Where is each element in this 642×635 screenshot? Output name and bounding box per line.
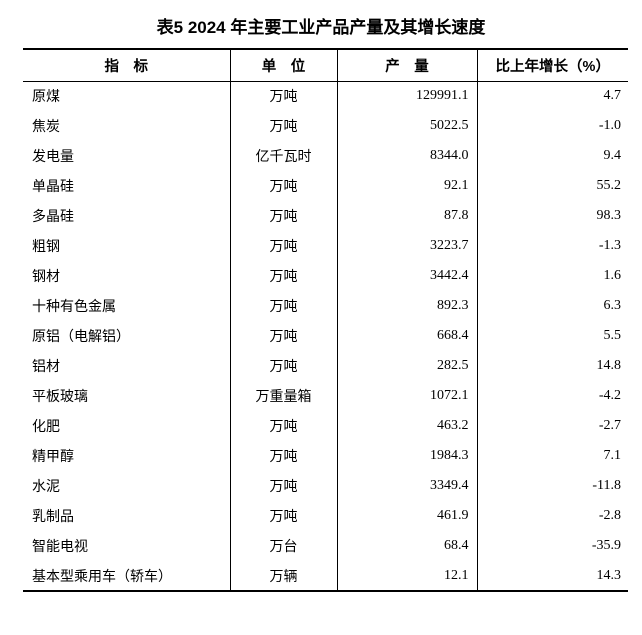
table-row: 精甲醇 万吨 1984.3 7.1 xyxy=(23,441,628,471)
row-output-cell: 668.4 xyxy=(336,321,477,351)
row-indicator-cell: 粗钢 xyxy=(32,240,60,255)
row-unit-cell: 万吨 xyxy=(229,171,337,201)
table-body: 原煤 万吨 129991.1 4.7 焦炭 万吨 5022.5 -1.0 发电量 亿千瓦时 8344… xyxy=(23,81,628,591)
industrial-output-table: 指 标 单 位 产 量 比上年增长（%） 原煤 万吨 129991.1 4.7 焦炭 万吨… xyxy=(23,48,628,592)
header-indicator: 指 标 xyxy=(23,49,230,82)
header-row: 指 标 单 位 产 量 比上年增长（%） xyxy=(23,49,628,82)
row-growth-cell: 98.3 xyxy=(476,201,628,231)
row-unit-cell: 万重量箱 xyxy=(229,381,337,411)
table-row: 多晶硅 万吨 87.8 98.3 xyxy=(23,201,628,231)
row-growth-cell: -11.8 xyxy=(476,471,628,501)
table-row: 乳制品 万吨 461.9 -2.8 xyxy=(23,501,628,531)
row-indicator-cell: 乳制品 xyxy=(32,510,74,525)
row-output-cell: 12.1 xyxy=(336,561,477,591)
row-indicator-cell: 发电量 xyxy=(32,150,74,165)
table-row: 十种有色金属 万吨 892.3 6.3 xyxy=(23,291,628,321)
document-page: 表5 2024 年主要工业产品产量及其增长速度 指 标 单 位 产 量 比上年增… xyxy=(0,17,642,635)
row-growth-cell: 14.8 xyxy=(476,351,628,381)
row-indicator-cell: 铝材 xyxy=(32,360,60,375)
row-indicator-cell: 钢材 xyxy=(32,270,60,285)
table-row: 焦炭 万吨 5022.5 -1.0 xyxy=(23,111,628,141)
table-title: 表5 2024 年主要工业产品产量及其增长速度 xyxy=(156,18,486,37)
row-indicator-cell: 平板玻璃 xyxy=(32,390,88,405)
row-indicator-cell: 水泥 xyxy=(32,480,60,495)
row-growth-cell: 14.3 xyxy=(476,561,628,591)
row-output-cell: 282.5 xyxy=(336,351,477,381)
row-indicator-cell: 化肥 xyxy=(32,420,60,435)
row-growth-cell: -1.3 xyxy=(476,231,628,261)
row-unit-cell: 万吨 xyxy=(229,321,337,351)
row-output-cell: 8344.0 xyxy=(336,141,477,171)
row-indicator-cell: 多晶硅 xyxy=(32,210,74,225)
header-unit: 单 位 xyxy=(229,49,337,82)
table-row: 单晶硅 万吨 92.1 55.2 xyxy=(23,171,628,201)
row-output-cell: 129991.1 xyxy=(336,81,477,111)
row-unit-cell: 万吨 xyxy=(229,201,337,231)
table-row: 原铝（电解铝） 万吨 668.4 5.5 xyxy=(23,321,628,351)
row-output-cell: 1072.1 xyxy=(336,381,477,411)
row-unit-cell: 万吨 xyxy=(229,351,337,381)
row-output-cell: 68.4 xyxy=(336,531,477,561)
row-output-cell: 463.2 xyxy=(336,411,477,441)
row-unit-cell: 万吨 xyxy=(229,81,337,111)
row-output-cell: 3349.4 xyxy=(336,471,477,501)
row-growth-cell: 6.3 xyxy=(476,291,628,321)
header-output: 产 量 xyxy=(336,49,477,82)
row-growth-cell: 7.1 xyxy=(476,441,628,471)
row-growth-cell: -2.8 xyxy=(476,501,628,531)
row-growth-cell: -1.0 xyxy=(476,111,628,141)
table-row: 化肥 万吨 463.2 -2.7 xyxy=(23,411,628,441)
row-indicator-cell: 单晶硅 xyxy=(32,180,74,195)
row-indicator-cell: 原煤 xyxy=(32,90,60,106)
row-growth-cell: -35.9 xyxy=(476,531,628,561)
row-growth-cell: -4.2 xyxy=(476,381,628,411)
row-unit-cell: 万吨 xyxy=(229,111,337,141)
header-growth: 比上年增长（%） xyxy=(476,49,628,82)
table-row: 平板玻璃 万重量箱 1072.1 -4.2 xyxy=(23,381,628,411)
row-indicator-cell: 精甲醇 xyxy=(32,450,74,465)
row-indicator-cell: 焦炭 xyxy=(32,120,60,135)
table-row: 原煤 万吨 129991.1 4.7 xyxy=(23,81,628,111)
row-unit-cell: 万吨 xyxy=(229,471,337,501)
table-row: 智能电视 万台 68.4 -35.9 xyxy=(23,531,628,561)
row-output-cell: 92.1 xyxy=(336,171,477,201)
row-unit-cell: 万吨 xyxy=(229,441,337,471)
row-unit-cell: 万吨 xyxy=(229,261,337,291)
row-output-cell: 87.8 xyxy=(336,201,477,231)
row-unit-cell: 万吨 xyxy=(229,291,337,321)
row-growth-cell: 55.2 xyxy=(476,171,628,201)
table-row: 基本型乘用车（轿车） 万辆 12.1 14.3 xyxy=(23,561,628,591)
row-growth-cell: 5.5 xyxy=(476,321,628,351)
table-row: 水泥 万吨 3349.4 -11.8 xyxy=(23,471,628,501)
row-indicator-cell: 十种有色金属 xyxy=(32,300,116,315)
row-unit-cell: 万吨 xyxy=(229,231,337,261)
row-growth-cell: 4.7 xyxy=(476,81,628,111)
row-output-cell: 3442.4 xyxy=(336,261,477,291)
row-unit-cell: 万台 xyxy=(229,531,337,561)
row-indicator-cell: 基本型乘用车（轿车） xyxy=(32,569,172,585)
row-unit-cell: 万辆 xyxy=(229,561,337,591)
row-unit-cell: 亿千瓦时 xyxy=(229,141,337,171)
table-row: 粗钢 万吨 3223.7 -1.3 xyxy=(23,231,628,261)
table-row: 铝材 万吨 282.5 14.8 xyxy=(23,351,628,381)
row-indicator-cell: 智能电视 xyxy=(32,540,88,555)
row-growth-cell: -2.7 xyxy=(476,411,628,441)
row-growth-cell: 1.6 xyxy=(476,261,628,291)
row-output-cell: 1984.3 xyxy=(336,441,477,471)
table-row: 发电量 亿千瓦时 8344.0 9.4 xyxy=(23,141,628,171)
table-header: 指 标 单 位 产 量 比上年增长（%） xyxy=(23,49,628,82)
row-output-cell: 5022.5 xyxy=(336,111,477,141)
row-unit-cell: 万吨 xyxy=(229,501,337,531)
row-output-cell: 3223.7 xyxy=(336,231,477,261)
row-output-cell: 892.3 xyxy=(336,291,477,321)
row-unit-cell: 万吨 xyxy=(229,411,337,441)
row-output-cell: 461.9 xyxy=(336,501,477,531)
row-indicator-cell: 原铝（电解铝） xyxy=(32,330,130,345)
row-growth-cell: 9.4 xyxy=(476,141,628,171)
table-row: 钢材 万吨 3442.4 1.6 xyxy=(23,261,628,291)
